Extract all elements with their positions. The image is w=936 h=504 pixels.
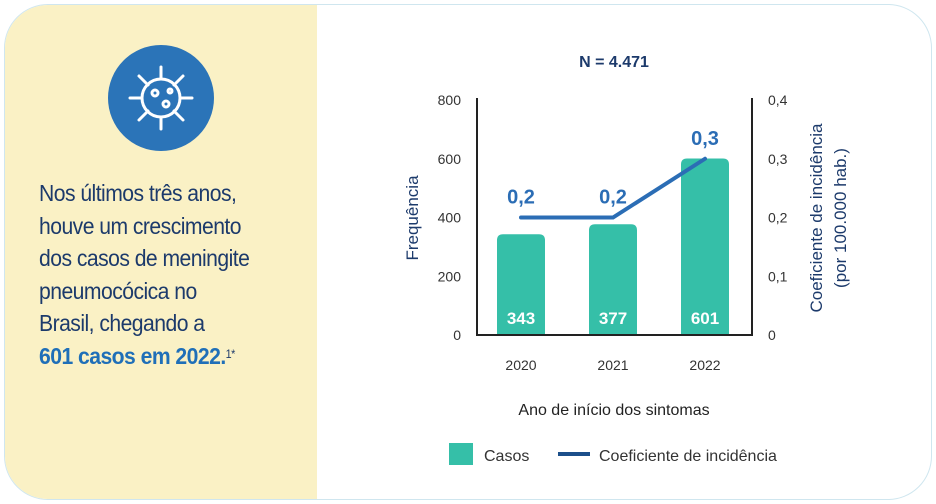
virus-icon-badge bbox=[108, 45, 214, 151]
y2-tick-label: 0 bbox=[768, 327, 776, 343]
y-axis-label: Frequência bbox=[403, 175, 422, 261]
y-tick-label: 600 bbox=[438, 151, 462, 167]
summary-line: houve um crescimento bbox=[39, 212, 242, 239]
bar-value-label: 377 bbox=[599, 309, 627, 328]
line-value-label: 0,2 bbox=[599, 187, 627, 209]
y2-tick-label: 0,3 bbox=[768, 151, 788, 167]
y2-tick-label: 0,1 bbox=[768, 268, 788, 284]
virus-icon bbox=[128, 65, 194, 131]
legend-swatch-casos bbox=[449, 443, 473, 465]
x-axis-label: Ano de início dos sintomas bbox=[518, 402, 709, 419]
y2-axis-label-units: (por 100.000 hab.) bbox=[831, 148, 850, 288]
y-tick-label: 200 bbox=[438, 268, 462, 284]
bar-2020 bbox=[497, 234, 545, 335]
summary-line: Brasil, chegando a bbox=[39, 310, 205, 336]
line-value-label: 0,2 bbox=[507, 187, 535, 209]
x-tick-label: 2022 bbox=[689, 357, 720, 373]
chart-title: N = 4.471 bbox=[579, 54, 649, 71]
y2-tick-label: 0,4 bbox=[768, 92, 788, 108]
footnote-ref: 1* bbox=[225, 346, 236, 361]
summary-line: Nos últimos três anos, bbox=[39, 180, 237, 206]
x-tick-label: 2020 bbox=[505, 357, 536, 373]
y2-axis-label: Coeficiente de incidência bbox=[807, 123, 826, 313]
bar-value-label: 601 bbox=[691, 309, 719, 328]
y2-tick-label: 0,2 bbox=[768, 210, 788, 226]
y-tick-label: 800 bbox=[438, 92, 462, 108]
summary-highlight: 601 casos em 2022. bbox=[39, 342, 226, 369]
legend-label-casos: Casos bbox=[484, 448, 529, 465]
legend-label-incidence: Coeficiente de incidência bbox=[599, 448, 777, 465]
bar-2021 bbox=[589, 224, 637, 335]
bar-2022 bbox=[681, 158, 729, 335]
y-tick-label: 0 bbox=[453, 327, 461, 343]
y-tick-label: 400 bbox=[438, 210, 462, 226]
summary-line: dos casos de meningite bbox=[39, 245, 250, 271]
summary-panel: Nos últimos três anos, houve um crescime… bbox=[5, 5, 317, 499]
infographic-card: Nos últimos três anos, houve um crescime… bbox=[4, 4, 932, 500]
incidence-line bbox=[519, 156, 707, 220]
bar-value-label: 343 bbox=[507, 309, 535, 328]
summary-line: pneumocócica no bbox=[39, 277, 197, 304]
summary-text: Nos últimos três anos, houve um crescime… bbox=[39, 177, 309, 372]
x-tick-label: 2021 bbox=[597, 357, 628, 373]
line-value-label: 0,3 bbox=[691, 128, 719, 150]
